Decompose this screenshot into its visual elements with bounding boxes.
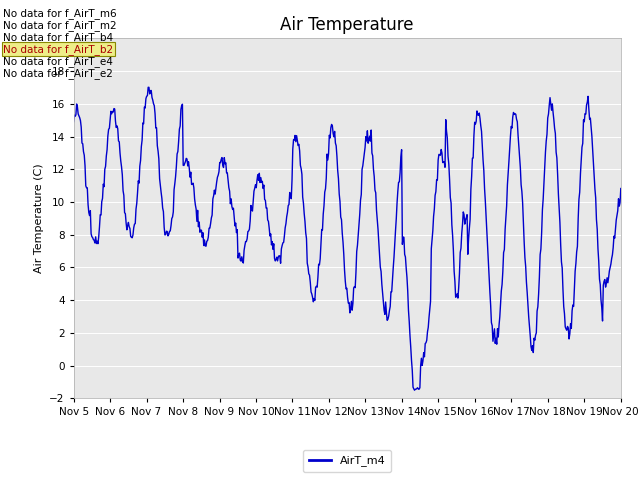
Title: Air Temperature: Air Temperature <box>280 16 414 34</box>
Text: No data for f_AirT_m6: No data for f_AirT_m6 <box>3 8 117 19</box>
Text: No data for f_AirT_e2: No data for f_AirT_e2 <box>3 68 113 79</box>
Text: No data for f_AirT_m2: No data for f_AirT_m2 <box>3 20 117 31</box>
Text: No data for f_AirT_b4: No data for f_AirT_b4 <box>3 32 113 43</box>
Text: No data for f_AirT_b2: No data for f_AirT_b2 <box>3 44 113 55</box>
Y-axis label: Air Temperature (C): Air Temperature (C) <box>34 164 44 273</box>
Legend: AirT_m4: AirT_m4 <box>303 450 391 472</box>
Text: No data for f_AirT_e4: No data for f_AirT_e4 <box>3 56 113 67</box>
